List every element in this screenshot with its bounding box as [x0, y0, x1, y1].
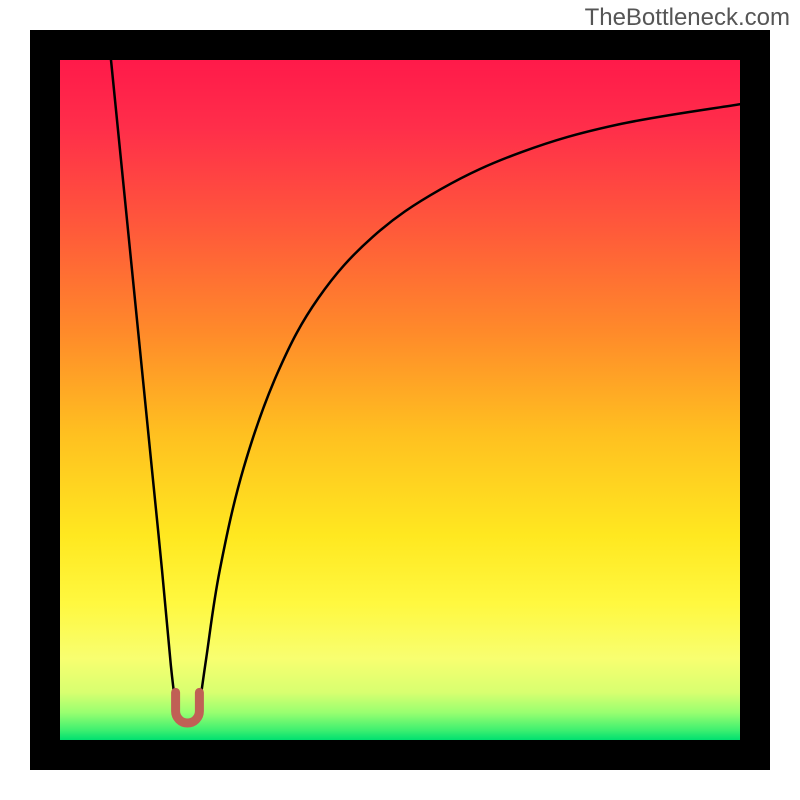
bottleneck-chart [0, 0, 800, 800]
gradient-background [60, 60, 740, 740]
watermark-text: TheBottleneck.com [585, 4, 790, 32]
